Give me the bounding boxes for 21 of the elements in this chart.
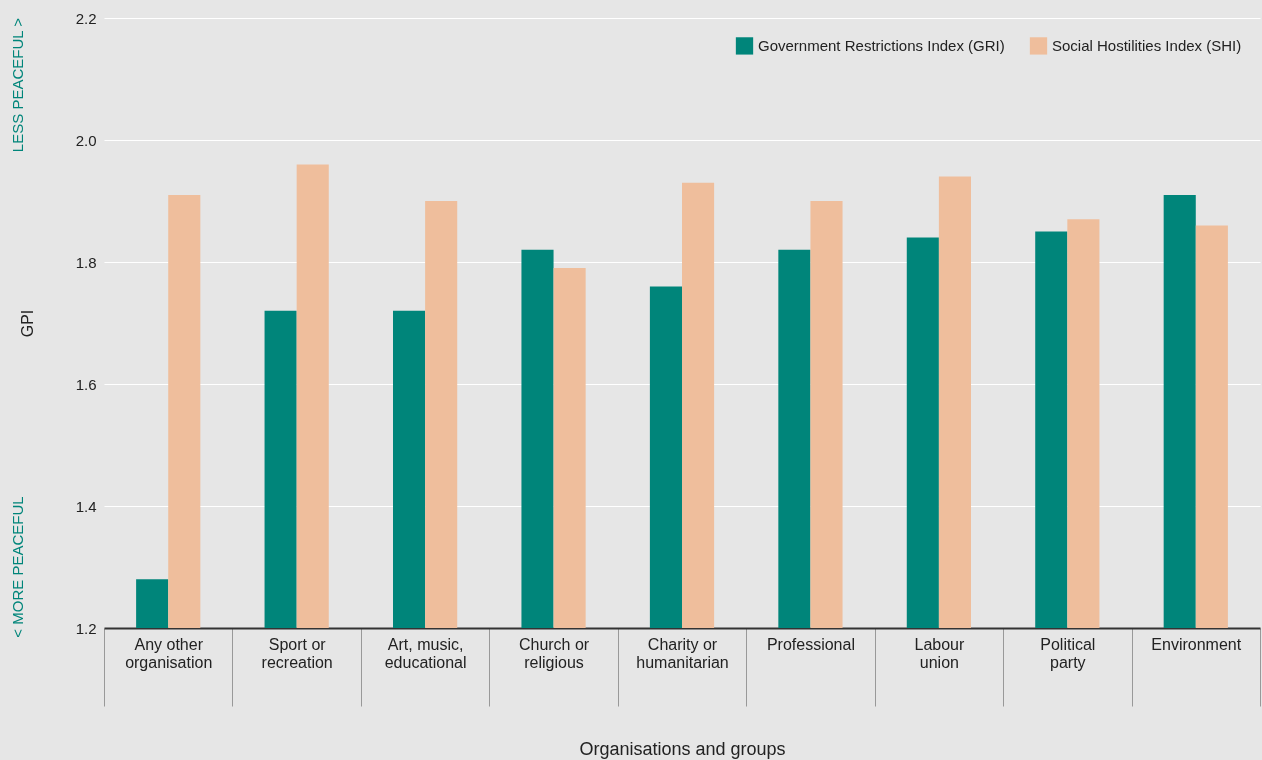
y-tick-label: 1.2	[75, 619, 97, 637]
x-tick-label: Art, music, educational	[384, 635, 467, 671]
y-tick-label: 1.4	[75, 497, 97, 515]
x-tick-label: Environment	[1151, 635, 1242, 653]
x-tick-label: Labour union	[914, 635, 965, 671]
legend-label: Social Hostilities Index (SHI)	[1052, 36, 1242, 54]
x-tick-label: Sport or recreation	[261, 635, 333, 671]
y-tick-label: 1.8	[75, 253, 97, 271]
text: < MORE PEACEFUL	[9, 496, 26, 638]
x-axis-title: Organisations and groups	[579, 739, 786, 759]
legend-label: Government Restrictions Index (GRI)	[758, 36, 1005, 54]
x-tick-label: Professional	[766, 635, 855, 653]
x-tick-label: Charity or humanitarian	[636, 635, 729, 671]
x-tick-label: Any other organisation	[125, 635, 213, 671]
x-tick-label: Church or religious	[518, 635, 590, 671]
y-tick-label: 2.2	[75, 9, 97, 27]
x-tick-label: Political party	[1040, 635, 1096, 671]
y-tick-label: 2.0	[75, 131, 97, 149]
text: LESS PEACEFUL >	[9, 17, 26, 153]
y-axis-title: GPI	[18, 309, 36, 338]
y-tick-label: 1.6	[75, 375, 97, 393]
